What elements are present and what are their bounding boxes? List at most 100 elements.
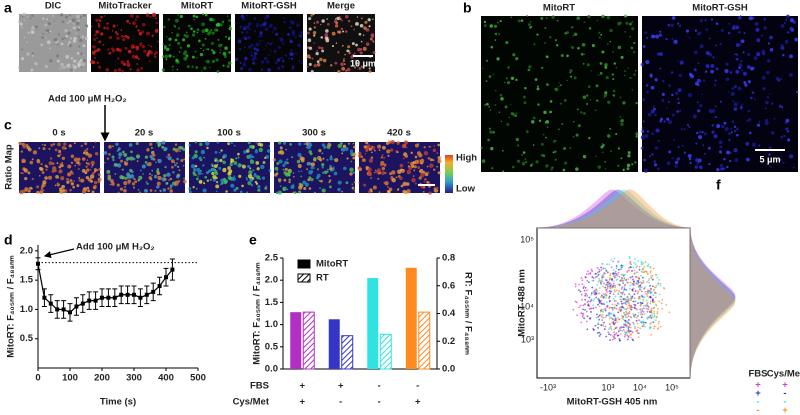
speckle: [716, 67, 719, 70]
speckle: [45, 65, 48, 68]
speckle: [563, 147, 566, 150]
event-dot: [614, 337, 616, 339]
speckle: [592, 44, 595, 47]
speckle: [284, 188, 286, 190]
speckle: [253, 56, 255, 58]
event-dot: [623, 323, 625, 325]
speckle: [58, 150, 61, 153]
speckle: [407, 161, 409, 163]
speckle: [174, 162, 176, 164]
speckle: [499, 111, 501, 113]
event-dot: [613, 314, 615, 316]
event-dot: [597, 327, 599, 329]
speckle: [93, 38, 96, 41]
speckle: [731, 87, 734, 90]
condition-mark: +: [338, 381, 344, 392]
speckle: [368, 18, 371, 21]
event-dot: [639, 327, 641, 329]
speckle: [252, 169, 254, 171]
speckle: [285, 55, 287, 57]
event-dot: [652, 285, 654, 287]
speckle: [734, 126, 736, 128]
speckle: [338, 181, 342, 185]
speckle: [257, 167, 260, 170]
speckle: [345, 30, 348, 33]
speckle: [73, 70, 75, 72]
speckle: [196, 17, 197, 18]
event-dot: [643, 324, 645, 326]
speckle: [335, 22, 338, 25]
speckle: [769, 36, 773, 40]
speckle: [63, 66, 66, 69]
speckle: [148, 176, 151, 179]
speckle: [62, 189, 65, 192]
speckle: [262, 176, 265, 179]
event-dot: [639, 269, 641, 271]
speckle: [371, 35, 374, 38]
event-dot: [635, 283, 637, 285]
speckle: [266, 60, 269, 63]
speckle: [67, 65, 71, 69]
speckle: [267, 149, 270, 152]
speckle: [642, 134, 644, 136]
speckle: [339, 18, 342, 21]
speckle: [436, 187, 439, 190]
speckle: [495, 90, 496, 91]
image-header: Merge: [327, 1, 355, 12]
speckle: [177, 166, 179, 168]
speckle: [31, 14, 34, 17]
speckle: [176, 175, 179, 178]
speckle: [790, 18, 794, 22]
event-dot: [621, 286, 623, 288]
speckle: [93, 186, 96, 189]
speckle: [345, 15, 348, 18]
event-dot: [601, 308, 603, 310]
speckle: [368, 168, 372, 172]
speckle: [359, 168, 362, 171]
event-dot: [586, 280, 588, 282]
event-dot: [605, 270, 607, 272]
speckle: [292, 30, 295, 33]
speckle: [62, 157, 65, 160]
event-dot: [631, 296, 633, 298]
event-dot: [647, 311, 649, 313]
event-dot: [587, 305, 589, 307]
speckle: [373, 186, 377, 190]
speckle: [118, 152, 122, 156]
speckle: [228, 61, 232, 65]
speckle: [688, 126, 690, 128]
speckle: [255, 161, 259, 165]
speckle: [668, 150, 671, 153]
speckle: [526, 15, 528, 17]
speckle: [567, 80, 568, 81]
speckle: [734, 102, 738, 106]
speckle: [566, 54, 569, 57]
event-dot: [633, 267, 635, 269]
speckle: [290, 28, 291, 29]
speckle: [235, 58, 238, 61]
speckle: [686, 29, 689, 32]
event-dot: [589, 272, 591, 274]
speckle: [486, 60, 488, 62]
event-dot: [654, 325, 656, 327]
event-dot: [591, 276, 593, 278]
speckle: [217, 141, 219, 143]
event-dot: [628, 328, 630, 330]
speckle: [138, 189, 140, 191]
speckle: [121, 35, 124, 38]
speckle: [68, 41, 71, 44]
speckle: [110, 52, 112, 54]
speckle: [197, 175, 199, 177]
speckle: [173, 25, 175, 27]
event-dot: [646, 265, 648, 267]
speckle: [112, 49, 116, 53]
speckle: [709, 38, 710, 39]
event-dot: [648, 280, 650, 282]
speckle: [787, 131, 789, 133]
speckle: [116, 33, 118, 35]
speckle: [259, 34, 263, 38]
speckle: [763, 18, 765, 20]
speckle: [557, 20, 559, 22]
speckle: [91, 166, 93, 168]
speckle: [648, 113, 652, 117]
